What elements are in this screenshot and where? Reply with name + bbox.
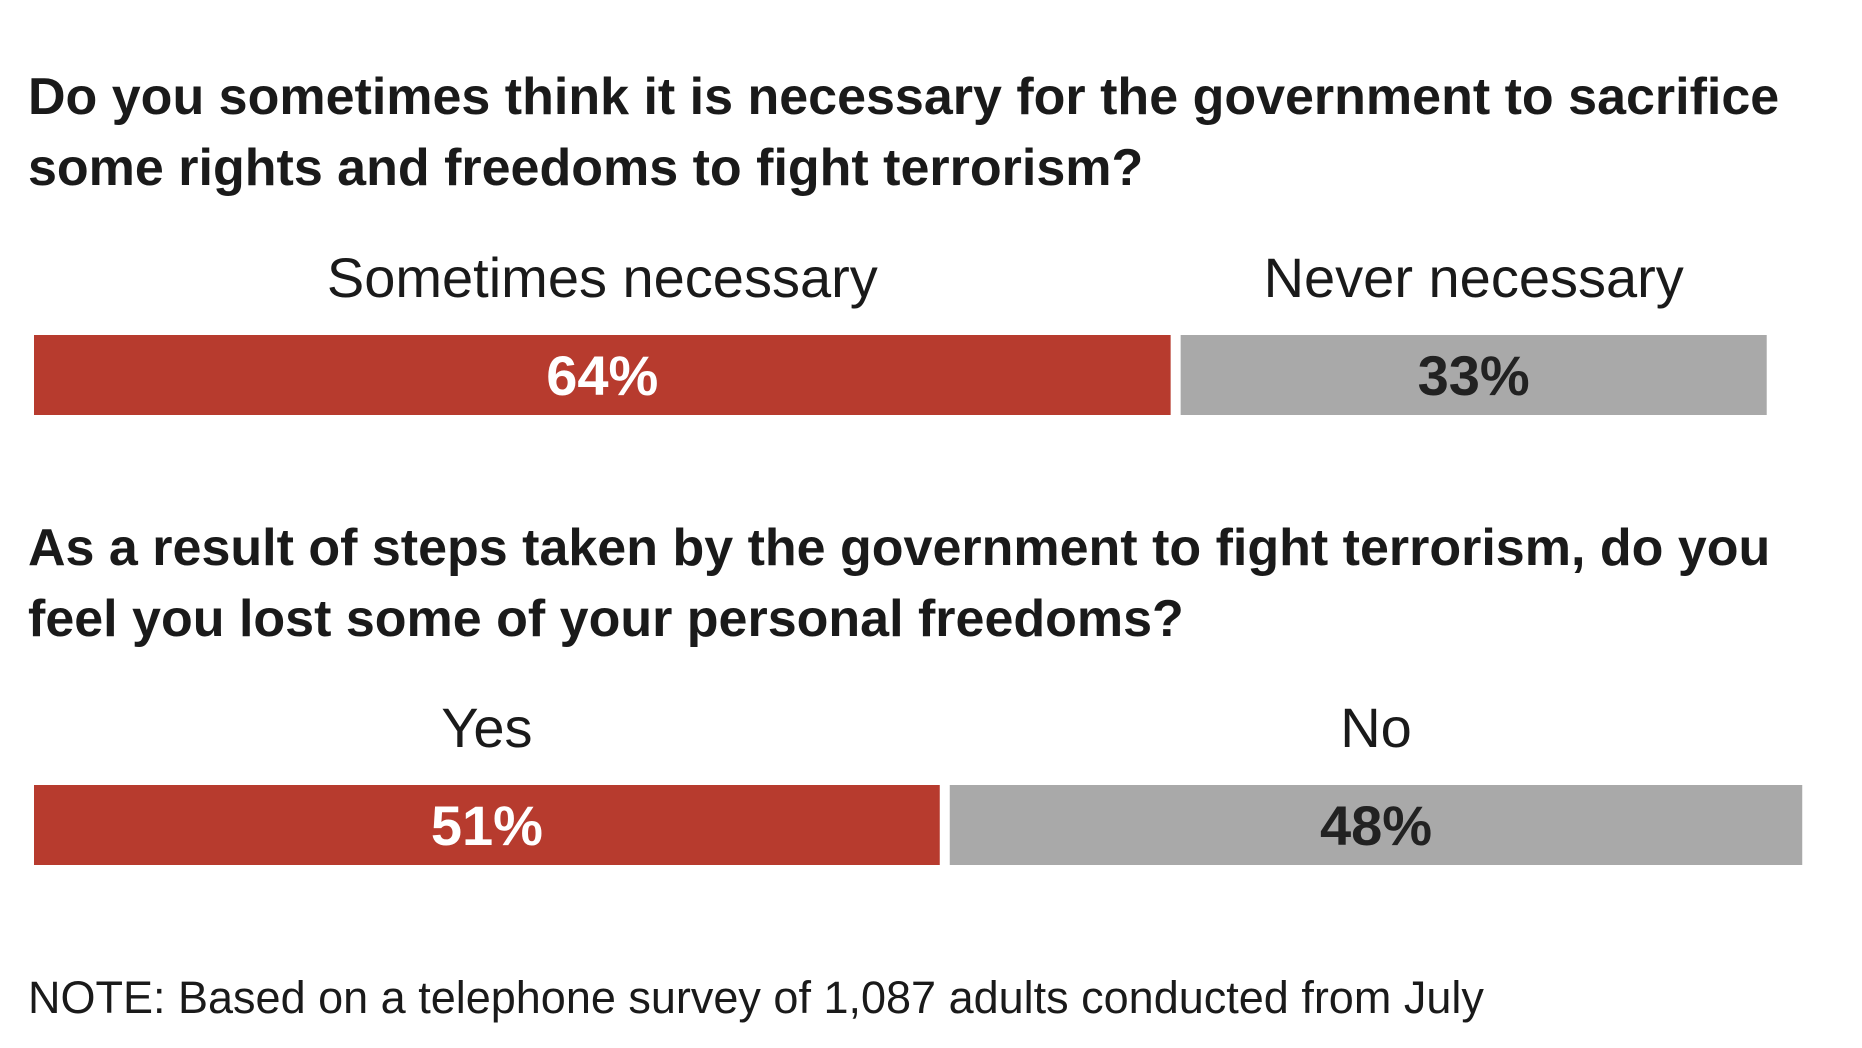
value-label-1-2: 33% bbox=[1418, 344, 1530, 407]
bar-1-1 bbox=[34, 335, 1171, 415]
question-1-title: Do you sometimes think it is necessary f… bbox=[28, 68, 1780, 197]
question-2-title: As a result of steps taken by the govern… bbox=[28, 519, 1771, 648]
bar-2-1 bbox=[34, 785, 940, 865]
chart-1: Sometimes necessary 64% Never necessary 33% bbox=[34, 246, 1767, 415]
value-label-2-1: 51% bbox=[431, 794, 543, 857]
value-label-1-1: 64% bbox=[546, 344, 658, 407]
bar-2-2 bbox=[949, 785, 1803, 865]
value-label-2-2: 48% bbox=[1320, 794, 1432, 857]
bar-1-2 bbox=[1180, 335, 1767, 415]
category-label-2-1: Yes bbox=[441, 696, 532, 759]
survey-note: NOTE: Based on a telephone survey of 1,0… bbox=[28, 972, 1484, 1023]
category-label-1-1: Sometimes necessary bbox=[327, 246, 878, 309]
chart-2: Yes 51% No 48% bbox=[34, 696, 1803, 865]
category-label-1-2: Never necessary bbox=[1264, 246, 1684, 309]
category-label-2-2: No bbox=[1340, 696, 1412, 759]
